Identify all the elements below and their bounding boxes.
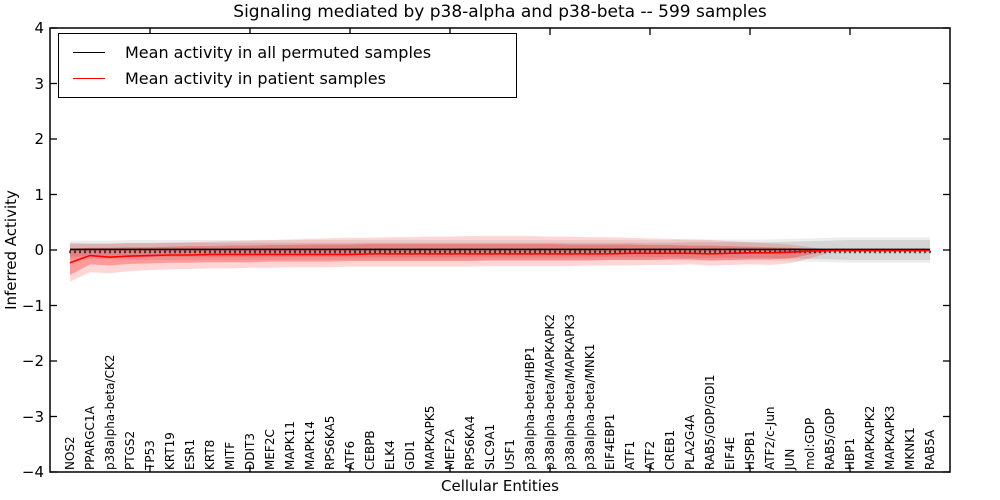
x-tick-label: RAB5/GDP	[823, 408, 837, 470]
x-tick-label: DDIT3	[243, 433, 257, 470]
x-tick-label: TP53	[143, 440, 157, 470]
legend-item-permuted: Mean activity in all permuted samples	[59, 43, 516, 63]
x-tick-label: ELK4	[383, 440, 397, 470]
x-tick-label: ESR1	[183, 438, 197, 470]
x-tick-label: MAPKAPK3	[883, 405, 897, 470]
x-tick-label: mol:GDP	[803, 417, 817, 470]
patient-inner-band	[70, 243, 830, 275]
patient-mean-line	[69, 249, 930, 264]
legend-item-patient: Mean activity in patient samples	[59, 69, 516, 89]
y-tick-label: 4	[34, 19, 44, 37]
y-axis-ticks	[50, 27, 950, 473]
x-tick-label: PTGS2	[123, 430, 137, 470]
x-tick-label: RAB5/GDP/GDI1	[703, 374, 717, 470]
x-tick-label: USF1	[503, 439, 517, 470]
x-tick-label: MAPK11	[283, 421, 297, 470]
series-lines	[69, 248, 930, 264]
x-tick-label: RPS6KA5	[323, 415, 337, 470]
y-tick-label: 1	[34, 185, 44, 204]
x-tick-label: ATF6	[343, 440, 357, 470]
x-tick-label: KRT8	[203, 439, 217, 470]
x-tick-label: HSPB1	[743, 430, 757, 470]
x-tick-label: ATF2	[643, 440, 657, 470]
x-tick-label: SLC9A1	[483, 423, 497, 470]
x-tick-label: MITF	[223, 441, 237, 470]
x-tick-label: MAPKAPK2	[863, 405, 877, 470]
legend-label-permuted: Mean activity in all permuted samples	[125, 42, 432, 62]
x-tick-label: MEF2A	[443, 429, 457, 470]
x-tick-label: PPARGC1A	[83, 406, 97, 470]
x-tick-label: p38alpha-beta/MAPKAPK3	[563, 314, 577, 470]
x-tick-label: NOS2	[63, 436, 77, 470]
x-tick-label: PLA2G4A	[683, 414, 697, 470]
x-tick-label: GDI1	[403, 440, 417, 470]
y-tick-label: 0	[34, 241, 44, 259]
patient-outer-band	[70, 236, 830, 282]
y-tick-label: −4	[21, 463, 44, 481]
x-tick-label: RAB5A	[923, 429, 937, 470]
x-tick-label: ATF2/c-Jun	[763, 406, 777, 470]
x-tick-label: ATF1	[623, 440, 637, 470]
confidence-bands	[70, 236, 930, 282]
x-tick-label: MKNK1	[903, 427, 917, 470]
x-tick-label: JUN	[783, 448, 797, 470]
x-tick-label: KRT19	[163, 432, 177, 470]
x-tick-label: MAPK14	[303, 421, 317, 470]
legend-label-patient: Mean activity in patient samples	[125, 68, 386, 88]
x-tick-label: EIF4E	[723, 436, 737, 470]
x-tick-label: MAPKAPK5	[423, 405, 437, 470]
y-tick-label: 2	[34, 130, 44, 148]
y-tick-label: −1	[21, 296, 44, 315]
x-axis-title: Cellular Entities	[441, 477, 559, 495]
x-tick-label: MEF2C	[263, 429, 277, 470]
x-tick-label: CREB1	[663, 429, 677, 470]
x-tick-label: p38alpha-beta/CK2	[103, 354, 117, 470]
chart-title: Signaling mediated by p38-alpha and p38-…	[233, 2, 767, 22]
y-tick-label: −3	[21, 407, 44, 426]
x-tick-label: HBP1	[843, 437, 857, 470]
x-tick-label: p38alpha-beta/MNK1	[583, 343, 597, 470]
x-tick-label: RPS6KA4	[463, 415, 477, 470]
x-tick-label: EIF4EBP1	[603, 413, 617, 470]
red-line-sample-icon	[73, 78, 105, 79]
x-tick-label: p38alpha-beta/HBP1	[523, 346, 537, 470]
x-tick-label: CEBPB	[363, 430, 377, 470]
y-tick-label: 3	[34, 74, 44, 93]
x-tick-label: p38alpha-beta/MAPKAPK2	[543, 314, 557, 470]
black-line-sample-icon	[73, 52, 105, 53]
legend: Mean activity in all permuted samples Me…	[58, 33, 517, 98]
y-tick-label: −2	[21, 352, 44, 370]
